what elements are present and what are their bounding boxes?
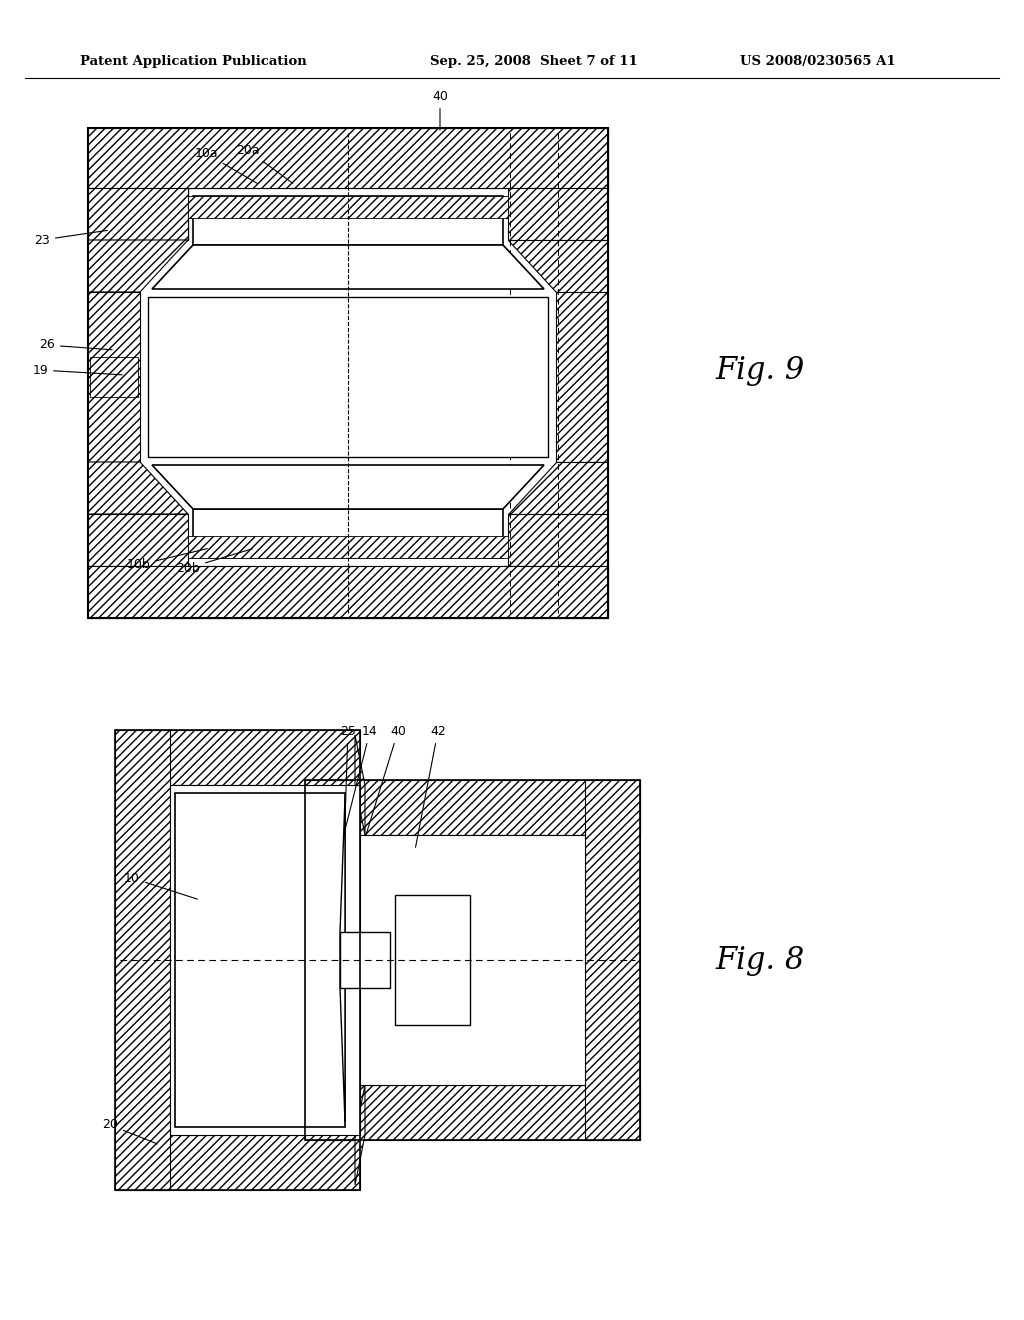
Bar [585, 780, 640, 1140]
Polygon shape [508, 240, 608, 292]
Bar [88, 566, 608, 618]
Bar [175, 793, 345, 1127]
Text: 10b: 10b [126, 549, 207, 572]
Text: 10a: 10a [195, 147, 258, 183]
Bar [88, 513, 188, 566]
Polygon shape [340, 799, 345, 1122]
Text: 20b: 20b [176, 549, 252, 574]
Text: 14: 14 [346, 725, 378, 828]
Bar [88, 187, 188, 240]
Bar [305, 1085, 640, 1140]
Text: 20: 20 [102, 1118, 158, 1144]
Bar [360, 836, 585, 1085]
Polygon shape [88, 240, 188, 292]
Polygon shape [355, 735, 365, 836]
Bar [115, 730, 360, 1191]
Bar [115, 730, 360, 785]
Bar [340, 932, 390, 987]
Text: 42: 42 [416, 725, 445, 847]
Text: 40: 40 [366, 725, 406, 836]
Bar [88, 128, 608, 618]
Polygon shape [355, 1085, 365, 1185]
Bar [148, 297, 548, 457]
Text: Fig. 9: Fig. 9 [716, 355, 805, 385]
Bar [305, 780, 640, 836]
Bar [88, 187, 188, 240]
Bar [188, 536, 508, 558]
Text: 20a: 20a [237, 144, 293, 183]
Text: 10: 10 [124, 871, 198, 899]
Bar [508, 513, 608, 566]
Polygon shape [88, 462, 188, 513]
Text: 40: 40 [432, 90, 447, 131]
Bar [88, 566, 608, 618]
Bar [556, 292, 608, 462]
Bar [188, 195, 508, 218]
Text: US 2008/0230565 A1: US 2008/0230565 A1 [740, 55, 896, 69]
Bar [193, 510, 503, 558]
Bar [115, 730, 170, 1191]
Polygon shape [88, 240, 188, 276]
Bar [88, 128, 608, 187]
Text: 19: 19 [32, 363, 122, 376]
Bar [395, 895, 470, 1026]
Text: Fig. 8: Fig. 8 [716, 945, 805, 975]
Bar [88, 187, 188, 240]
Bar [305, 780, 640, 1140]
Bar [115, 1135, 360, 1191]
Text: 26: 26 [39, 338, 113, 351]
Bar [88, 128, 608, 187]
Bar [88, 292, 140, 462]
Text: Patent Application Publication: Patent Application Publication [80, 55, 307, 69]
Polygon shape [152, 246, 544, 289]
Text: 25: 25 [340, 725, 356, 817]
Bar [170, 785, 360, 1135]
Polygon shape [508, 462, 608, 513]
Bar [90, 356, 138, 397]
Bar [508, 187, 608, 240]
Text: 23: 23 [34, 231, 108, 247]
Polygon shape [152, 465, 544, 510]
Text: Sep. 25, 2008  Sheet 7 of 11: Sep. 25, 2008 Sheet 7 of 11 [430, 55, 638, 69]
Bar [193, 195, 503, 246]
